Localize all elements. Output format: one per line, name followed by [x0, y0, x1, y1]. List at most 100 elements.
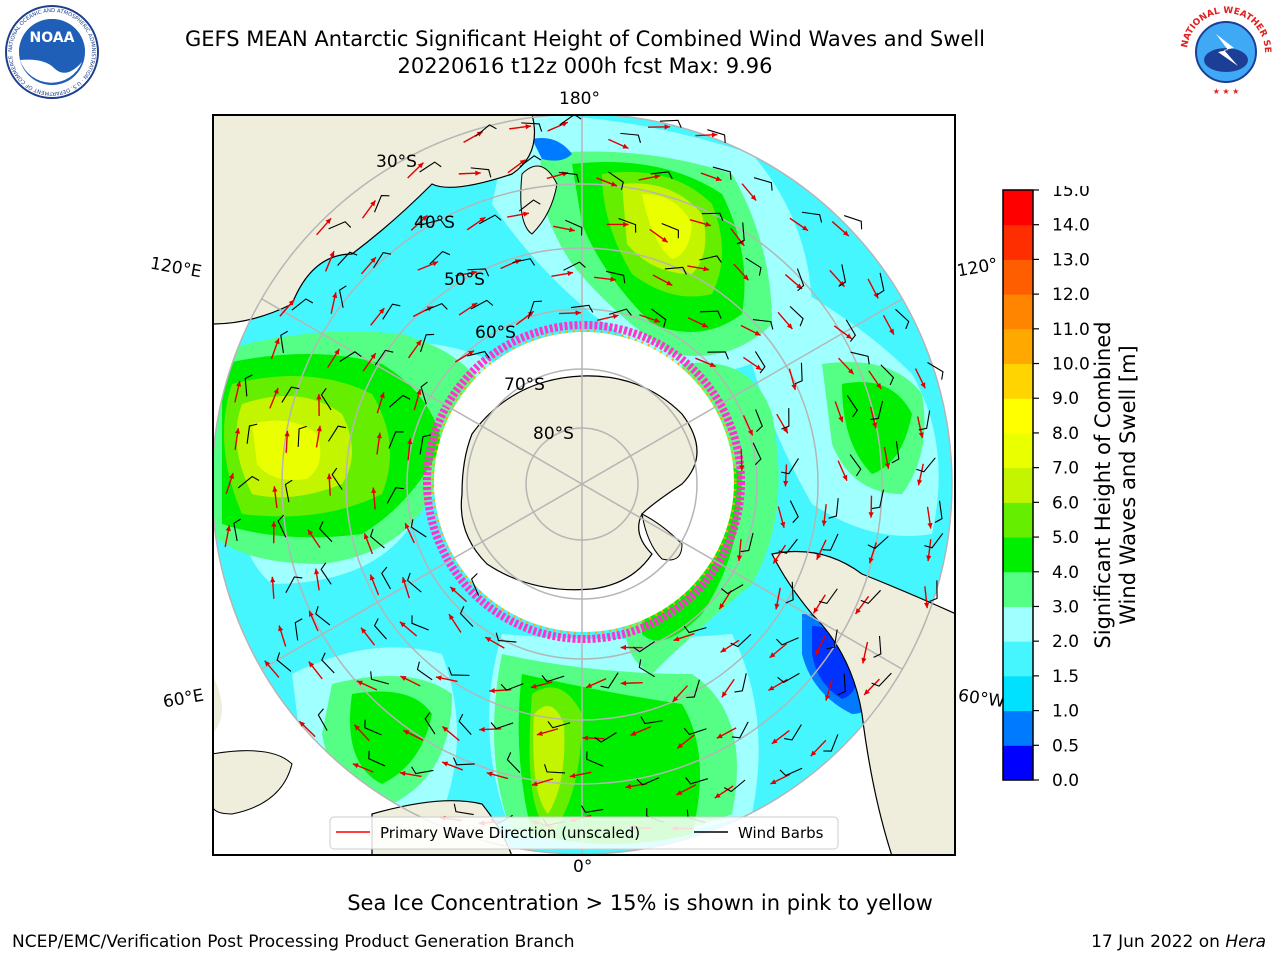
wind-barb: [927, 362, 944, 380]
wind-barb: [846, 395, 858, 418]
wave-arrow-head: [399, 621, 406, 628]
date-text: 17 Jun 2022 on: [1091, 932, 1226, 952]
wind-barb: [683, 625, 707, 634]
colorbar-tick-label: 0.0: [1052, 771, 1079, 786]
wave-arrow-head: [920, 382, 926, 389]
wave-arrow-head: [272, 486, 278, 492]
wind-barb: [328, 425, 347, 442]
wind-barb: [512, 258, 536, 266]
nws-logo: NATIONAL WEATHER SERVICE ★ ★ ★: [1178, 4, 1272, 98]
colorbar-segment: [1003, 294, 1033, 330]
wave-arrow-head: [288, 299, 295, 306]
wind-barb: [382, 303, 401, 320]
wind-barb: [731, 721, 749, 739]
wave-arrow-head: [917, 479, 923, 486]
wave-arrow-head: [926, 555, 932, 562]
wind-barb: [778, 538, 798, 554]
wind-barb: [867, 535, 889, 550]
colorbar-segment: [1003, 571, 1033, 607]
wave-arrows: [224, 121, 933, 831]
wind-barb: [871, 489, 885, 510]
wind-barb: [467, 350, 490, 359]
wave-arrow-head: [750, 194, 757, 201]
wave-arrow-head: [415, 339, 422, 346]
lon-label-60e: 60°E: [161, 685, 206, 713]
wind-barb: [500, 683, 524, 691]
wind-barb: [277, 514, 287, 538]
wave-arrow-head: [838, 416, 844, 423]
lon-label-180: 180°: [559, 89, 600, 109]
wave-arrow-head: [845, 333, 852, 339]
colorbar-segment: [1003, 467, 1033, 503]
wind-barb: [424, 302, 448, 312]
wave-arrow-head: [672, 696, 679, 702]
colorbar-tick-label: 15.0: [1052, 186, 1090, 201]
wave-arrow-head: [610, 276, 616, 282]
lat-label-70s: 70°S: [504, 375, 545, 395]
wave-arrow-head: [701, 322, 708, 328]
wave-arrow-head: [316, 425, 322, 432]
wave-arrow-head: [479, 726, 485, 733]
wind-barb: [470, 167, 492, 178]
wave-arrow-head: [475, 170, 481, 176]
wind-barb: [281, 386, 300, 403]
wind-barb: [828, 498, 839, 519]
wave-arrow-head: [783, 480, 789, 487]
wind-barb: [661, 222, 679, 239]
wind-barb: [659, 119, 682, 128]
wave-arrow-head: [448, 614, 455, 621]
wave-arrow-head: [739, 465, 745, 471]
wave-arrow-head: [476, 131, 483, 137]
wave-arrow-head: [486, 771, 493, 777]
wind-barb: [420, 381, 428, 405]
wind-barb: [331, 467, 343, 490]
wind-barb: [280, 330, 288, 354]
map-frame: [212, 114, 956, 856]
wave-arrow-head: [363, 533, 369, 540]
wind-barb: [871, 672, 892, 687]
wind-barb: [370, 671, 390, 685]
wave-arrow-head: [399, 771, 406, 777]
colorbar-segment: [1003, 641, 1033, 677]
wind-barb: [784, 724, 802, 741]
wind-barb: [916, 457, 936, 473]
wave-arrow-head: [755, 364, 762, 370]
noaa-logo-text: NOAA: [30, 30, 75, 46]
wave-arrow-head: [780, 521, 786, 528]
wind-barb: [297, 425, 307, 447]
wind-barb: [712, 166, 732, 180]
wind-barb: [618, 217, 637, 233]
wind-barb: [244, 374, 253, 397]
wave-arrow-head: [575, 310, 582, 316]
colorbar-segment: [1003, 675, 1033, 712]
wave-arrow-head: [748, 429, 753, 436]
lon-label-120w: 120°: [955, 254, 1000, 282]
wave-arrow-head: [873, 292, 879, 299]
wind-barb: [423, 219, 446, 227]
wind-barb: [789, 305, 804, 327]
wind-barb: [416, 661, 433, 681]
wave-arrow-head: [677, 742, 684, 749]
wind-barb: [605, 270, 626, 284]
wave-arrow-head: [816, 553, 822, 560]
legend-primary-wave: Primary Wave Direction (unscaled): [380, 824, 640, 842]
wind-barb: [723, 779, 746, 793]
wind-barb: [730, 633, 752, 648]
wave-arrow-head: [270, 576, 276, 583]
wind-barb: [419, 434, 431, 455]
wave-arrow-head: [316, 393, 322, 400]
wind-barb: [368, 750, 386, 767]
wind-barb: [849, 454, 862, 477]
wave-arrow-head: [370, 353, 376, 360]
colorbar-tick-label: 12.0: [1052, 285, 1090, 305]
wind-barb: [745, 257, 762, 276]
wave-arrow-head: [371, 487, 377, 494]
lat-label-50s: 50°S: [444, 270, 485, 290]
wind-barb: [796, 268, 805, 292]
wind-barb: [559, 116, 582, 126]
lon-label-60w: 60°W: [956, 685, 1007, 713]
wave-arrow-head: [531, 781, 538, 787]
wind-barb: [608, 171, 624, 191]
wave-arrow-head: [754, 330, 761, 336]
wind-barb: [837, 673, 846, 696]
